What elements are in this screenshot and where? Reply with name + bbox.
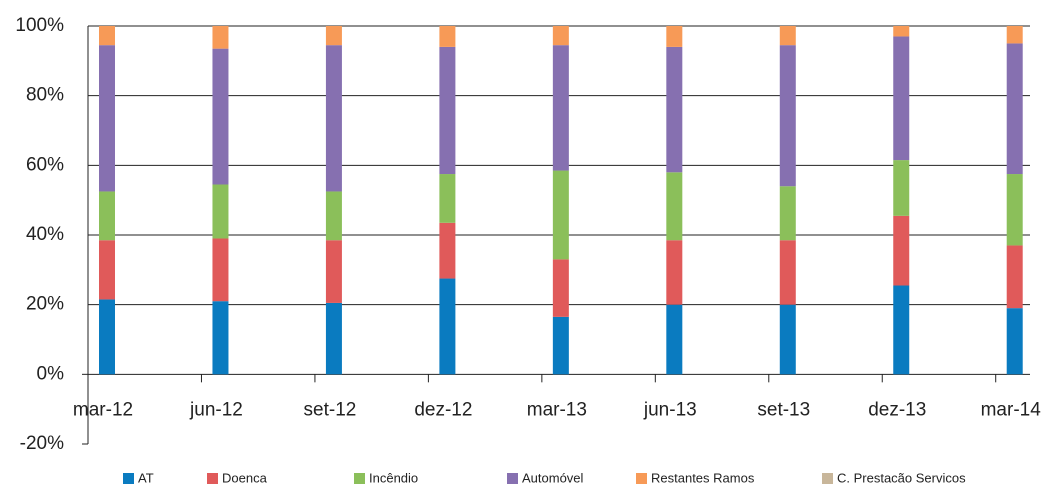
bar-segment [666,26,683,47]
bar-segment [212,301,229,375]
legend-swatch [636,473,647,484]
y-tick-label: 0% [37,363,65,384]
bar-segment [666,240,683,305]
bar-segment [439,26,456,47]
bar-segment [439,46,456,175]
bar-segment [99,26,115,46]
bar-segment [1006,245,1023,309]
bar-segment [99,240,115,300]
legend-label: C. Prestacão Servicos [837,470,966,485]
bar-segment [779,304,796,375]
bar-segment [893,215,910,286]
bar-segment [779,26,796,46]
bar-segment [666,172,683,241]
x-tick-label: dez-12 [414,399,472,420]
bar-segment [893,26,910,37]
legend-label: Restantes Ramos [651,470,755,485]
bar-segment [893,160,910,216]
bar-segment [212,48,229,185]
bar-segment [99,45,115,192]
bar-segment [552,259,569,317]
bar-segment [552,26,569,46]
legend-swatch [507,473,518,484]
y-tick-label: 100% [15,15,64,36]
x-tick-label: mar-13 [527,399,587,420]
x-tick-label: mar-12 [73,399,133,420]
bar-segment [99,191,115,241]
x-tick-label: set-12 [304,399,357,420]
y-tick-label: 80% [26,85,64,106]
bar-segment [212,184,229,239]
bar-segment [439,222,456,279]
bar-segment [439,278,456,375]
legend-swatch [123,473,134,484]
bar-segment [325,302,342,375]
bar-segment [1006,174,1023,246]
legend-label: Doenca [222,470,268,485]
y-tick-label: 40% [26,224,64,245]
x-tick-label: mar-14 [981,399,1042,420]
bar-segment [439,174,456,223]
bar-segment [666,46,683,173]
bar-segment [1006,43,1023,175]
x-tick-label: jun-12 [189,399,243,420]
bar-segment [552,45,569,171]
legend-label: Automóvel [522,470,584,485]
legend-label: AT [138,470,154,485]
bar-segment [99,299,115,375]
bar-segment [325,45,342,192]
bar-segment [325,240,342,303]
y-tick-label: 20% [26,294,64,315]
bar-segment [552,316,569,375]
x-tick-label: jun-13 [643,399,697,420]
bar-segment [1006,308,1023,375]
bar-segment [779,45,796,187]
bar-segment [212,238,229,302]
bar-segment [779,186,796,241]
bar-segment [666,304,683,375]
bar-segment [212,26,229,49]
legend-label: Incêndio [369,470,418,485]
legend-swatch [354,473,365,484]
bar-segment [893,285,910,375]
bar-segment [325,191,342,241]
bar-segment [552,170,569,260]
bar-segment [779,240,796,305]
y-tick-label: 60% [26,154,64,175]
x-tick-label: set-13 [757,399,810,420]
x-tick-label: dez-13 [868,399,926,420]
legend-swatch [822,473,833,484]
bar-segment [893,36,910,161]
bar-segment [1006,26,1023,44]
legend-swatch [207,473,218,484]
bar-segment [325,26,342,46]
y-tick-label: -20% [20,433,64,454]
